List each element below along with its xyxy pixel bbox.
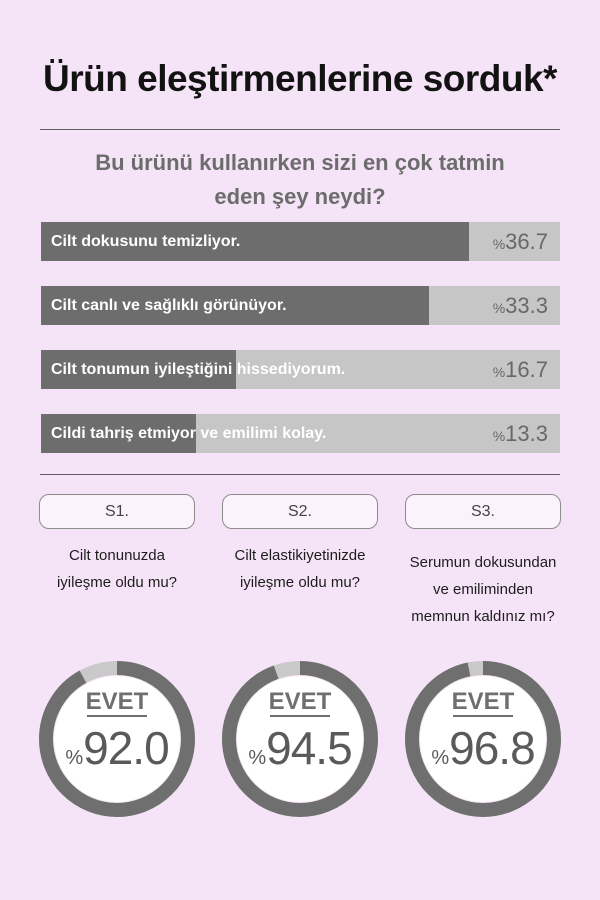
answer-label: EVET xyxy=(268,688,332,715)
answer-underline xyxy=(87,715,147,717)
bar-value-number: 36.7 xyxy=(505,229,548,254)
donut-value: %96.8 xyxy=(403,721,563,775)
percent-sign: % xyxy=(248,747,267,769)
percent-sign: % xyxy=(492,236,506,252)
question-line: Cilt elastikiyetinizde xyxy=(234,547,366,564)
bar-fill xyxy=(41,350,236,389)
bar-row: Cilt tonumun iyileştiğini hissediyorum.%… xyxy=(41,350,560,389)
question-chip: S1. xyxy=(39,494,195,529)
answer-underline xyxy=(270,715,330,717)
donut-center xyxy=(420,676,546,802)
donut-arc xyxy=(39,661,195,817)
bar-fill xyxy=(41,222,469,261)
bar-fill xyxy=(41,286,429,325)
question-chip: S2. xyxy=(222,494,378,529)
page-title: Ürün eleştirmenlerine sorduk* xyxy=(43,58,557,99)
donut-chart: EVET %94.5 xyxy=(220,659,380,819)
question-chip: S3. xyxy=(405,494,561,529)
donut-chart: EVET %92.0 xyxy=(37,659,197,819)
top-divider xyxy=(40,129,560,130)
bar-label: Cilt tonumun iyileştiğini hissediyorum. xyxy=(51,361,346,378)
bar-row: Cildi tahriş etmiyor ve emilimi kolay. %1… xyxy=(41,414,560,453)
donut-chart: EVET %96.8 xyxy=(403,659,563,819)
percent-sign: % xyxy=(431,747,450,769)
donut-value: %94.5 xyxy=(220,721,380,775)
percent-sign: % xyxy=(492,428,506,444)
bar-label: Cilt dokusunu temizliyor. xyxy=(51,233,241,250)
bar-label: Cildi tahriş etmiyor ve emilimi kolay. xyxy=(51,425,327,442)
bar-value: %33.3 xyxy=(493,286,548,328)
donut-arc xyxy=(405,661,561,817)
bar-fill xyxy=(41,414,196,453)
bar-row: Cilt canlı ve sağlıklı görünüyor. %33.3 xyxy=(41,286,560,325)
bar-value: %36.7 xyxy=(493,222,548,264)
question-line: iyileşme oldu mu? xyxy=(56,574,178,591)
percent-sign: % xyxy=(65,747,84,769)
question-line: Cilt tonunuzda xyxy=(69,547,165,564)
bar-value-number: 16.7 xyxy=(505,357,548,382)
question-text: Cilt tonunuzda iyileşme oldu mu? xyxy=(22,542,212,596)
donut-center xyxy=(54,676,180,802)
middle-divider xyxy=(40,474,560,475)
donut-svg xyxy=(405,661,561,817)
question-text: Serumun dokusundan ve emiliminden memnun k… xyxy=(388,549,578,630)
donut-value-number: 94.5 xyxy=(266,722,353,774)
question-text: Cilt elastikiyetinizde iyileşme oldu mu? xyxy=(205,542,395,596)
question-line: Serumun dokusundan xyxy=(409,554,557,571)
bar-value: %16.7 xyxy=(493,350,548,392)
bar-label: Cilt canlı ve sağlıklı görünüyor. xyxy=(51,297,287,314)
answer-underline xyxy=(453,715,513,717)
percent-sign: % xyxy=(492,300,506,316)
bar-value: %13.3 xyxy=(493,414,548,456)
donut-value-number: 92.0 xyxy=(83,722,170,774)
donut-center xyxy=(237,676,363,802)
answer-label: EVET xyxy=(85,688,149,715)
question-line: memnun kaldınız mı? xyxy=(411,608,555,625)
percent-sign: % xyxy=(492,364,506,380)
survey-question: Bu ürünü kullanırken sizi en çok tatmin … xyxy=(0,146,600,214)
bar-row: Cilt dokusunu temizliyor. %36.7 xyxy=(41,222,560,261)
donut-arc xyxy=(222,661,378,817)
survey-question-line-1: Bu ürünü kullanırken sizi en çok tatmin xyxy=(95,150,505,175)
answer-label: EVET xyxy=(451,688,515,715)
donut-svg xyxy=(222,661,378,817)
donut-value: %92.0 xyxy=(37,721,197,775)
bar-value-number: 33.3 xyxy=(505,293,548,318)
donut-value-number: 96.8 xyxy=(449,722,536,774)
survey-question-line-2: eden şey neydi? xyxy=(214,184,386,209)
question-line: iyileşme oldu mu? xyxy=(239,574,361,591)
question-line: ve emiliminden xyxy=(432,581,534,598)
donut-svg xyxy=(39,661,195,817)
bar-value-number: 13.3 xyxy=(505,421,548,446)
